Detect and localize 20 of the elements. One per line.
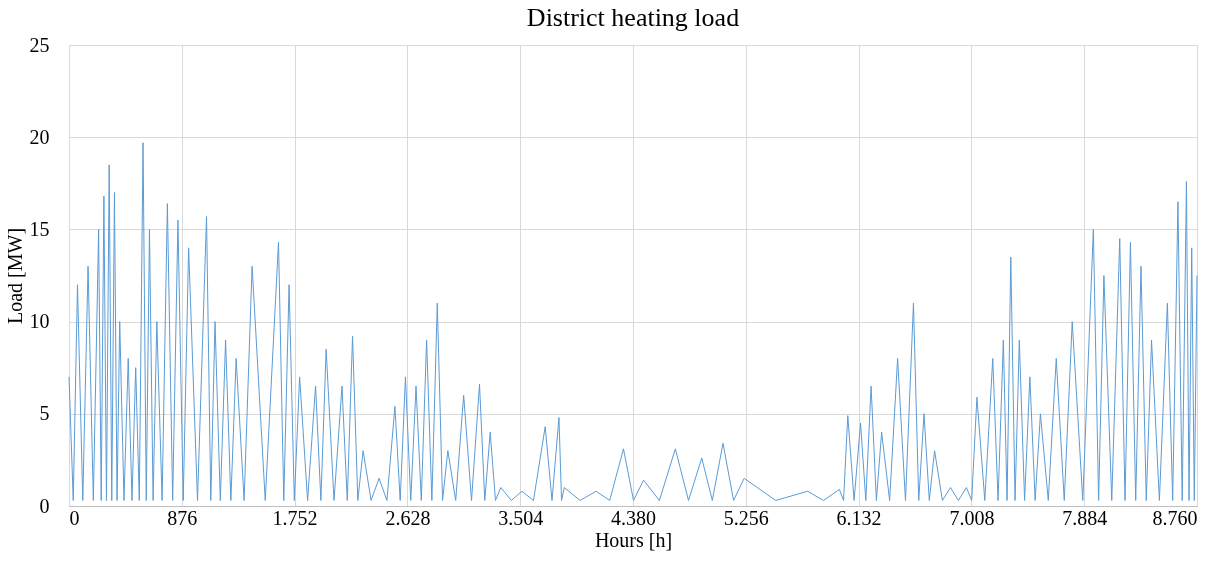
x-tick-label: 6.132	[836, 506, 882, 529]
x-tick-label: 876	[167, 506, 198, 529]
y-tick-label: 20	[29, 125, 50, 148]
x-tick-label: 4.380	[611, 506, 656, 529]
x-tick-label: 7.884	[1062, 506, 1108, 529]
y-tick-label: 25	[29, 33, 50, 56]
y-axis-title: Load [MW]	[3, 227, 26, 325]
y-tick-label: 15	[29, 217, 50, 240]
x-tick-label: 1.752	[272, 506, 318, 529]
chart-title: District heating load	[526, 3, 740, 32]
x-tick-label: 7.008	[949, 506, 995, 529]
x-tick-label: 3.504	[498, 506, 544, 529]
x-axis-title: Hours [h]	[594, 528, 673, 551]
x-tick-label: 0	[69, 506, 80, 529]
x-tick-label: 5.256	[723, 506, 769, 529]
y-tick-label: 10	[29, 310, 50, 333]
x-tick-label: 2.628	[385, 506, 431, 529]
line-series	[68, 142, 1198, 501]
x-tick-label: 8.760	[1152, 506, 1198, 529]
y-tick-label: 5	[39, 402, 50, 425]
